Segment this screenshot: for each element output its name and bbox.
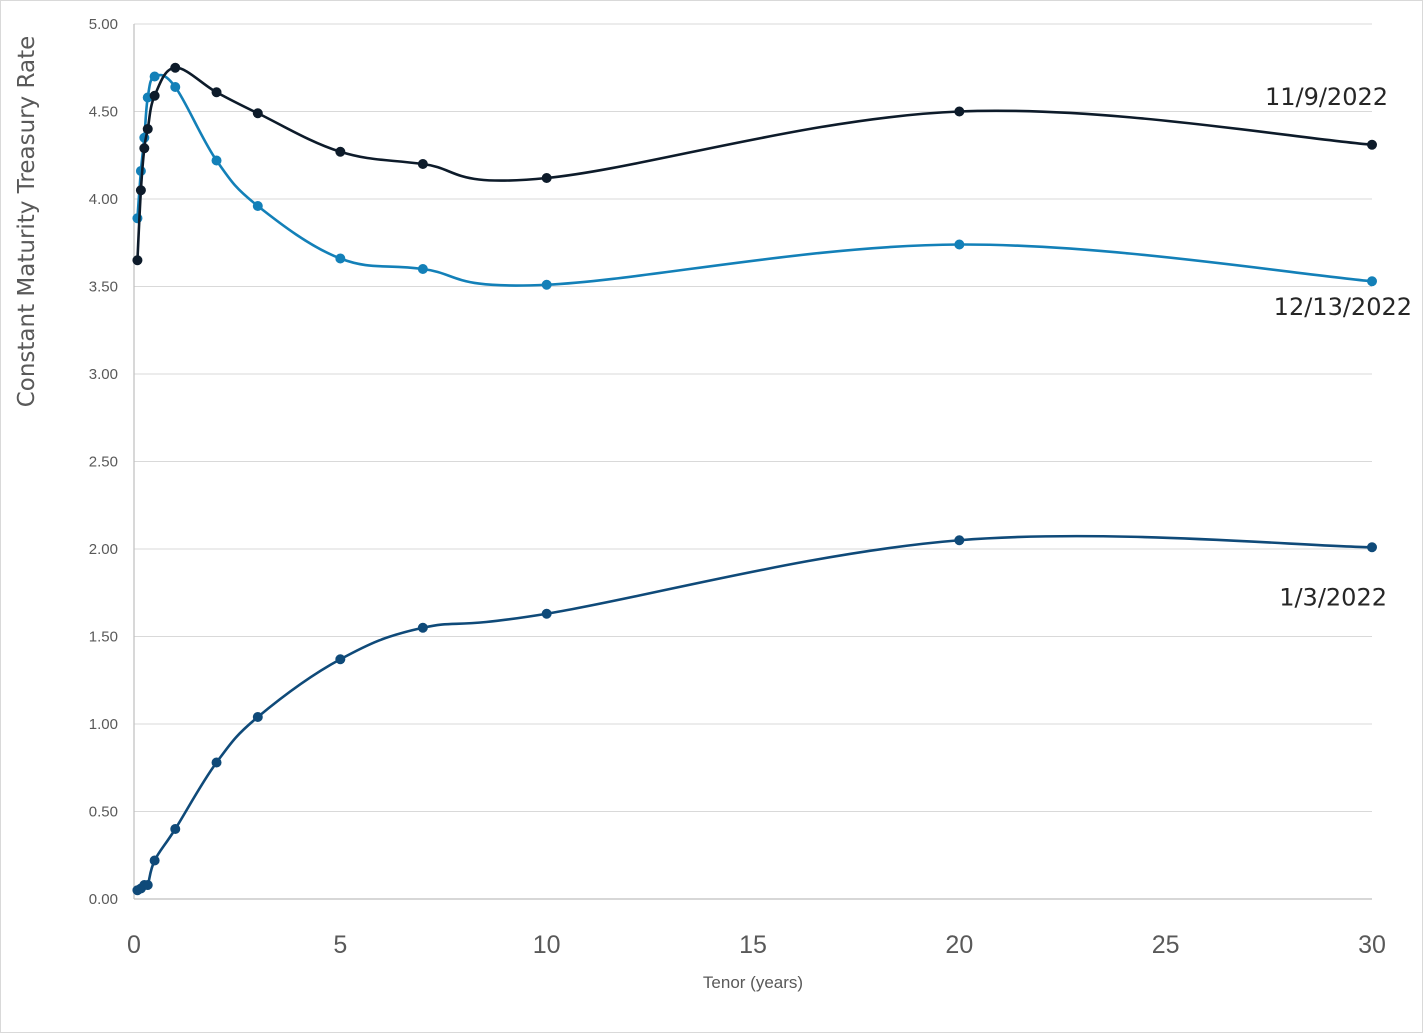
- x-axis-title: Tenor (years): [703, 973, 803, 992]
- y-tick-label: 3.00: [89, 366, 118, 383]
- data-point: [211, 155, 222, 166]
- data-point: [417, 159, 428, 169]
- data-point: [142, 880, 153, 890]
- series-line: [136, 66, 1374, 262]
- x-tick-label: 20: [945, 931, 973, 959]
- data-point: [541, 279, 552, 290]
- data-point: [170, 82, 181, 92]
- data-point: [149, 90, 160, 101]
- data-point: [149, 855, 160, 866]
- data-point: [1367, 276, 1377, 287]
- y-tick-label: 4.00: [89, 191, 118, 208]
- data-point: [149, 71, 160, 82]
- data-point: [252, 201, 263, 211]
- series-label: 12/13/2022: [1274, 293, 1412, 321]
- data-point: [335, 146, 346, 157]
- data-point: [211, 757, 222, 768]
- y-axis-title: Constant Maturity Treasury Rate: [14, 36, 40, 408]
- data-point: [954, 239, 965, 250]
- data-point: [417, 622, 428, 633]
- y-tick-label: 1.00: [89, 716, 118, 733]
- data-point: [954, 106, 965, 117]
- series-line: [136, 534, 1374, 892]
- data-point: [1367, 542, 1377, 553]
- data-point: [252, 108, 263, 119]
- data-point: [1367, 139, 1377, 150]
- data-point: [335, 654, 346, 665]
- data-point: [211, 87, 222, 98]
- x-tick-label: 25: [1152, 931, 1180, 959]
- data-point: [135, 185, 146, 196]
- y-tick-label: 0.50: [89, 804, 118, 821]
- x-tick-label: 10: [533, 931, 561, 959]
- data-point: [541, 608, 552, 619]
- data-point: [139, 143, 150, 154]
- y-tick-label: 3.50: [89, 279, 118, 296]
- data-point: [954, 535, 965, 546]
- y-tick-label: 2.50: [89, 454, 118, 471]
- data-point: [142, 124, 153, 134]
- x-tick-label: 15: [739, 931, 767, 959]
- x-tick-label: 5: [333, 931, 347, 959]
- data-point: [132, 255, 143, 266]
- y-tick-label: 5.00: [89, 16, 118, 33]
- series-label: 1/3/2022: [1279, 583, 1387, 611]
- y-tick-label: 2.00: [89, 541, 118, 558]
- data-point: [252, 712, 263, 722]
- data-point: [417, 264, 428, 274]
- series-line: [136, 73, 1374, 287]
- data-point: [335, 253, 346, 264]
- y-tick-label: 1.50: [89, 629, 118, 646]
- y-tick-label: 0.00: [89, 891, 118, 908]
- x-tick-label: 30: [1358, 931, 1386, 959]
- x-tick-label: 0: [127, 931, 141, 959]
- data-point: [541, 173, 552, 183]
- y-tick-label: 4.50: [89, 104, 118, 121]
- data-point: [170, 824, 181, 834]
- data-point: [132, 213, 143, 224]
- series-label: 11/9/2022: [1265, 83, 1388, 111]
- data-point: [170, 62, 181, 73]
